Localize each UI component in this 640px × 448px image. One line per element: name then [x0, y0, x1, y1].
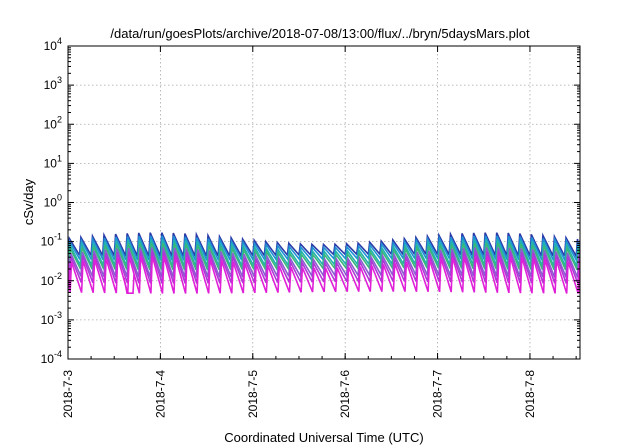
x-tick-label: 2018-7-6	[338, 370, 352, 418]
series-group	[68, 231, 580, 295]
x-tick-label: 2018-7-4	[153, 370, 167, 418]
y-tick-label: 104	[44, 36, 62, 53]
x-tick-label: 2018-7-3	[61, 370, 75, 418]
y-axis: 10-4 10-3 10-2 10-1 100 101 102 103 104	[41, 36, 580, 366]
anomaly-dip	[123, 273, 135, 295]
x-tick-label: 2018-7-7	[431, 370, 445, 418]
series-line	[68, 255, 580, 294]
x-axis-label: Coordinated Universal Time (UTC)	[224, 430, 423, 445]
x-tick-label: 2018-7-8	[523, 370, 537, 418]
y-tick-label: 102	[44, 114, 62, 131]
y-tick-label: 10-3	[41, 310, 62, 327]
y-tick-label: 101	[44, 153, 62, 170]
x-tick-label: 2018-7-5	[246, 370, 260, 418]
y-tick-label: 10-4	[41, 349, 62, 366]
y-axis-label: cSv/day	[21, 178, 36, 225]
y-tick-label: 10-1	[41, 232, 62, 249]
x-axis: 2018-7-3 2018-7-4 2018-7-5 2018-7-6 2018-7-7…	[61, 46, 577, 418]
y-tick-label: 10-2	[41, 271, 62, 288]
grid-lines	[68, 46, 580, 359]
y-tick-label: 100	[44, 193, 62, 210]
y-tick-label: 103	[44, 75, 62, 92]
chart-title: /data/run/goesPlots/archive/2018-07-08/1…	[110, 26, 530, 41]
